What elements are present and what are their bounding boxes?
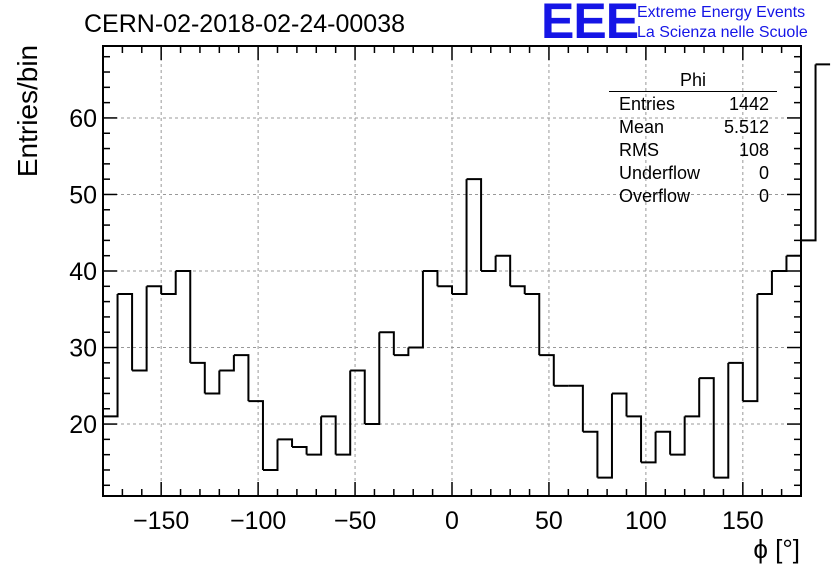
histogram-bin (277, 438, 294, 448)
histogram-bin (742, 293, 759, 403)
histogram-bin (422, 270, 439, 287)
eee-logo-line2: La Scienza nelle Scuole (637, 24, 808, 41)
histogram-bin (641, 431, 657, 464)
histogram-bin (684, 378, 701, 418)
stats-label: Mean (619, 117, 665, 137)
histogram-bin (626, 415, 643, 463)
histogram-bin (393, 347, 410, 357)
histogram-bin (335, 370, 352, 456)
stats-row-overflow: Overflow 0 (609, 185, 777, 208)
histogram-bin (161, 271, 177, 295)
stats-value: 5.512 (723, 117, 769, 137)
stats-label: Entries (619, 94, 676, 114)
x-axis-label: ϕ [°] (753, 534, 800, 564)
y-tick-label: 50 (69, 181, 97, 209)
histogram-bin (655, 430, 672, 455)
histogram-bin (219, 355, 235, 372)
y-tick-label: 60 (69, 105, 97, 133)
histogram-bin (204, 370, 221, 395)
stats-label: RMS (619, 140, 659, 160)
histogram-bin (233, 354, 250, 402)
x-tick-label: −150 (133, 507, 189, 535)
x-tick-label: 100 (625, 507, 667, 535)
histogram-bin (248, 400, 264, 470)
histogram-bin (437, 285, 453, 294)
y-tick-label: 40 (69, 258, 97, 286)
y-tick-label: 20 (69, 411, 97, 439)
histogram-bin (699, 377, 715, 478)
histogram-bin (670, 416, 686, 456)
histogram-bin (190, 361, 206, 394)
stats-row-rms: RMS 108 (609, 139, 777, 162)
histogram-bin (568, 384, 584, 432)
stats-value: 0 (758, 163, 769, 183)
histogram-bin (103, 293, 119, 418)
stats-row-entries: Entries 1442 (609, 93, 777, 116)
histogram-bin (757, 271, 773, 295)
histogram-bin (771, 255, 788, 272)
stats-label: Overflow (619, 186, 691, 206)
histogram-bin (728, 361, 744, 402)
x-tick-label: −50 (334, 507, 376, 535)
plot-title: CERN-02-2018-02-24-00038 (84, 10, 406, 38)
x-tick-label: 150 (722, 507, 764, 535)
stats-value: 1442 (728, 94, 769, 114)
histogram-bin (175, 270, 192, 363)
histogram-bin (452, 179, 468, 295)
histogram-bin (292, 446, 308, 455)
histogram-bin (524, 292, 541, 356)
histogram-bin (321, 415, 337, 455)
x-tick-label: −100 (230, 507, 286, 535)
histogram-bin (481, 255, 497, 272)
histogram-bin (801, 64, 817, 242)
stats-value: 108 (738, 140, 769, 160)
stats-row-mean: Mean 5.512 (609, 116, 777, 139)
histogram-bin (510, 285, 526, 294)
histogram-bin (495, 254, 512, 287)
histogram-bin (466, 178, 483, 271)
x-tick-label: 0 (445, 507, 459, 535)
stats-label: Underflow (619, 163, 701, 183)
histogram-bin (539, 354, 555, 386)
stats-row-underflow: Underflow 0 (609, 162, 777, 185)
histogram-bin (262, 439, 279, 471)
y-axis-label: Entries/bin (12, 44, 43, 178)
stats-value: 0 (758, 186, 769, 206)
histogram-bin (582, 430, 599, 478)
stats-title: Phi (609, 70, 777, 92)
histogram-bin (713, 362, 730, 479)
eee-logo-line1: Extreme Energy Events (637, 4, 806, 21)
histogram-bin (117, 292, 134, 371)
histogram-bin (786, 240, 802, 257)
histogram-bin (408, 271, 424, 349)
histogram-bin (597, 393, 613, 479)
histogram-bin (350, 369, 366, 425)
histogram-bin (146, 285, 163, 294)
histogram-bin (306, 416, 323, 456)
eee-logo: EEE (541, 0, 639, 49)
histogram-bin (611, 392, 628, 417)
histogram-bin (379, 331, 395, 356)
x-tick-label: 50 (535, 507, 563, 535)
histogram-bin (132, 286, 148, 372)
y-tick-label: 30 (69, 335, 97, 363)
stats-box: Phi Entries 1442 Mean 5.512 RMS 108 Unde… (609, 70, 777, 208)
histogram-bin (364, 332, 381, 426)
